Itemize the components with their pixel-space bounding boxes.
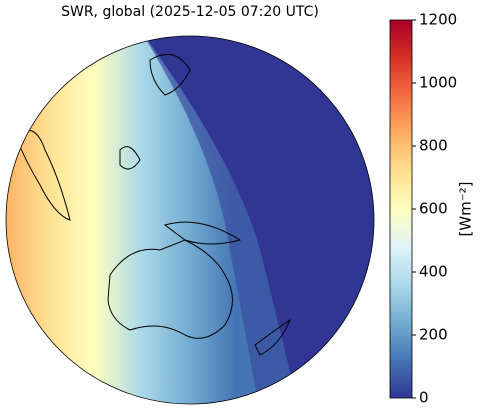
colorbar-tick-label: 800 (419, 137, 448, 155)
colorbar-label: [Wm⁻²] (457, 181, 475, 236)
colorbar-tick-label: 200 (419, 326, 448, 344)
night-side (140, 36, 374, 404)
coastlines (14, 53, 292, 356)
colorbar-tick-label: 600 (419, 200, 448, 218)
colorbar (389, 19, 413, 399)
colorbar-tick-label: 400 (419, 263, 448, 281)
colorbar-tick-label: 1200 (419, 11, 457, 29)
colorbar-tick-label: 1000 (419, 74, 457, 92)
colorbar-tick-label: 0 (419, 389, 429, 407)
chart-title: SWR, global (2025-12-05 07:20 UTC) (61, 4, 319, 20)
globe-outline (5, 35, 375, 405)
globe (6, 36, 374, 404)
terminator (140, 36, 300, 404)
